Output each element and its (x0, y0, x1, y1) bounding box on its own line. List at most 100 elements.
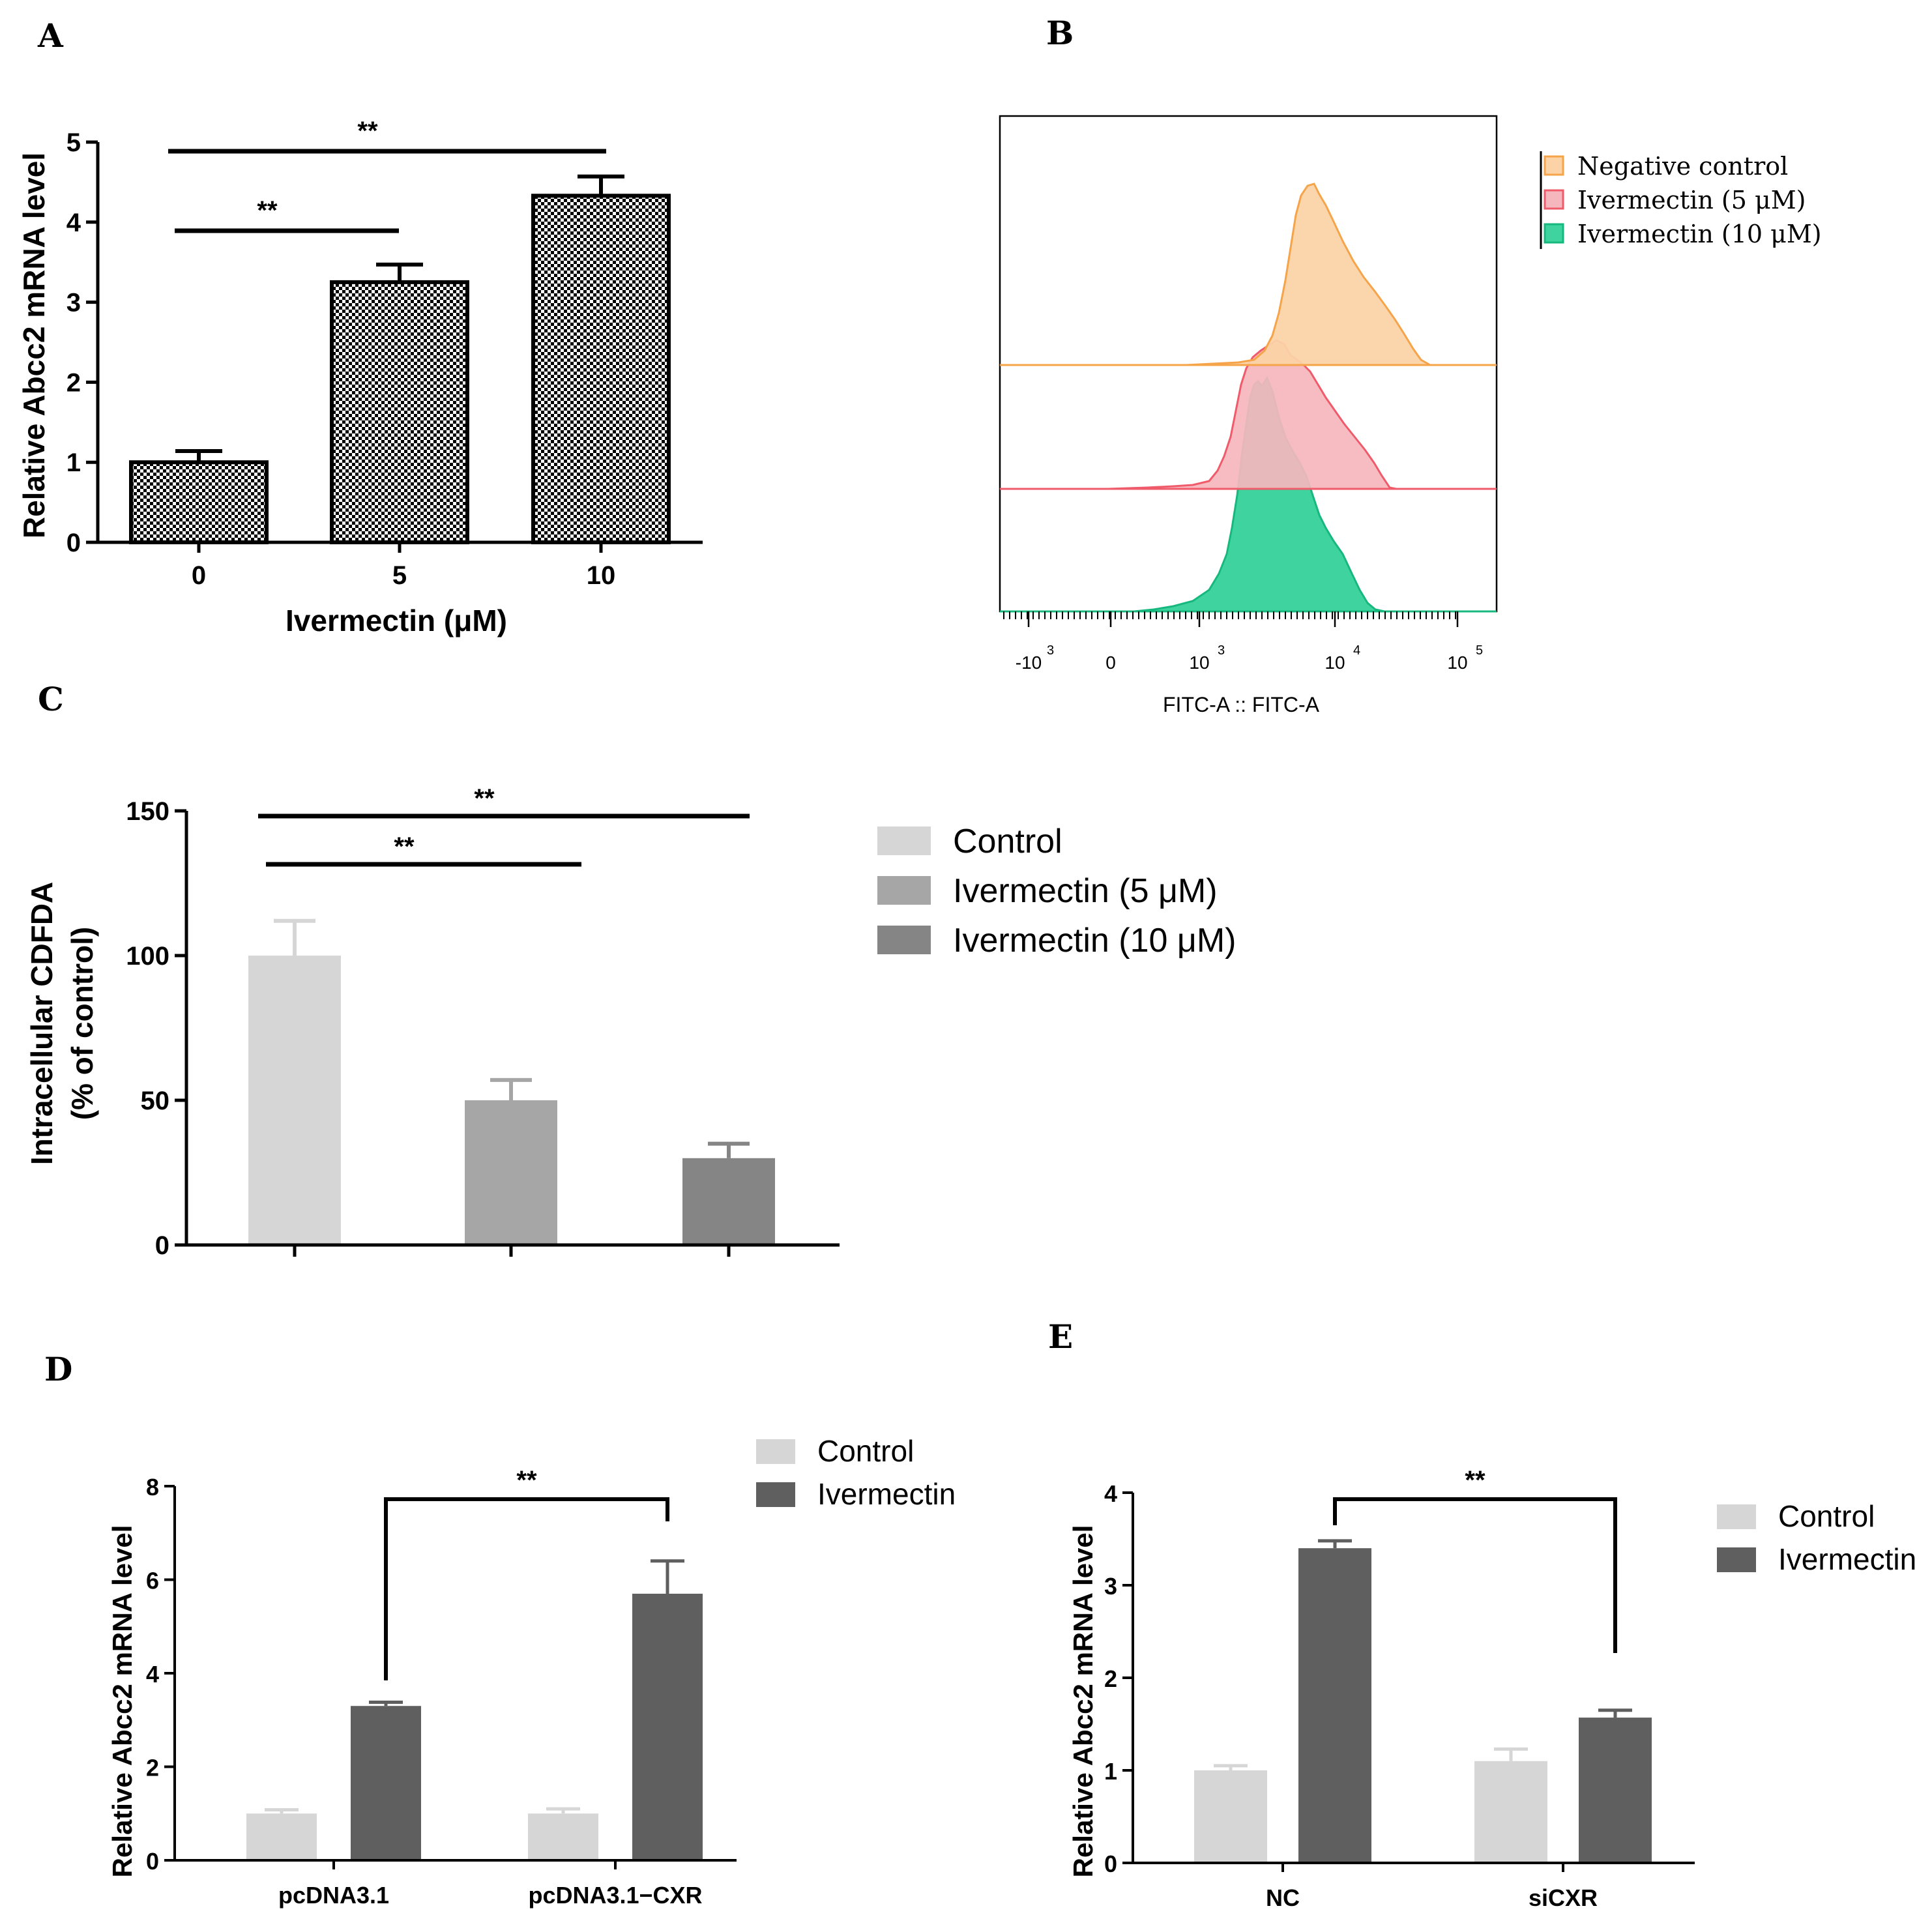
panel-label-c: C (38, 680, 64, 718)
x-tick-label-sicxr: siCXR (1529, 1884, 1598, 1911)
panel-b-minor-ticks (1003, 611, 1456, 619)
panel-d-ylabel: Relative Abcc2 mRNA level (107, 1525, 138, 1878)
panel-e-ylabel: Relative Abcc2 mRNA level (1068, 1525, 1098, 1878)
y-tick-label-2: 2 (66, 368, 81, 397)
significance-label: ** (257, 196, 278, 225)
panel-a-chart: 0 1 2 3 4 5 0 5 10 ** ** Relative Abcc2 mRNA lev… (17, 117, 703, 637)
bar-pcdna3-1-ivermectin (351, 1706, 421, 1860)
y-tick-label-6: 6 (146, 1568, 159, 1594)
bar-pcdna3-1-control (246, 1813, 317, 1860)
panel-label-a: A (37, 16, 64, 55)
y-tick-label-3: 3 (66, 289, 81, 317)
y-tick-label-100: 100 (126, 942, 169, 971)
panel-c-legend: Control Ivermectin (5 μM) Ivermectin (10 μ… (877, 823, 1236, 959)
legend-label-ivermectin-10-m: Ivermectin (10 μM) (953, 922, 1236, 959)
y-tick-label-0: 0 (146, 1848, 159, 1875)
bar-nc-control (1194, 1770, 1267, 1863)
panel-c-chart: 0 50 100 150 ** ** Intracellular CDFDA (% of… (25, 784, 1236, 1260)
x-tick-base-1: 0 (1105, 652, 1116, 673)
y-tick-label-4: 4 (66, 209, 81, 237)
panel-a-ylabel: Relative Abcc2 mRNA level (17, 153, 51, 538)
significance-label: ** (474, 784, 495, 813)
significance-label: ** (516, 1466, 537, 1495)
y-tick-label-3: 3 (1104, 1573, 1117, 1600)
x-tick-base-3: 10 (1325, 652, 1345, 673)
panel-d-chart: 0 2 4 6 8 pcDNA3.1 pcDNA3.1−CXR ** Relative A… (107, 1434, 956, 1909)
y-tick-label-50: 50 (141, 1087, 170, 1115)
panel-b-xlabel: FITC-A :: FITC-A (1163, 693, 1320, 716)
x-tick-exp-0: 3 (1047, 643, 1054, 658)
y-tick-label-4: 4 (146, 1661, 159, 1688)
panel-label-b: B (1046, 14, 1074, 52)
legend-swatch-control (877, 827, 931, 855)
legend-label-control: Control (817, 1434, 914, 1468)
histogram-negative-control (1000, 183, 1497, 366)
significance-bracket (384, 1497, 669, 1680)
panel-b-legend: Negative control Ivermectin (5 μM) Iverm… (1540, 151, 1822, 249)
legend-label-control: Control (953, 823, 1062, 860)
x-tick-label-pcdna3-1: pcDNA3.1 (278, 1882, 389, 1909)
significance-bracket (1333, 1497, 1617, 1653)
panel-b-flow-histogram: -10 30 10 310 410 5 FITC-A :: FITC-A Negative… (999, 115, 1822, 716)
legend-swatch-control (1717, 1504, 1756, 1529)
x-tick-label-10: 10 (587, 561, 616, 590)
legend-swatch-ivermectin-5um (1544, 189, 1564, 210)
panel-label-e: E (1048, 1317, 1073, 1356)
y-tick-label-1: 1 (1104, 1758, 1117, 1785)
significance-label: ** (357, 117, 378, 145)
bar-10 (531, 194, 671, 544)
legend-label-ivermectin-5um: Ivermectin (5 μM) (1577, 186, 1806, 214)
x-tick-label-pcdna3-1-cxr: pcDNA3.1−CXR (528, 1882, 702, 1909)
panel-c-ylabel-line2: (% of control) (65, 927, 99, 1120)
bar-sicxr-ivermectin (1579, 1718, 1652, 1863)
legend-swatch-control (756, 1439, 795, 1464)
bar-ivermectin-10-m (682, 1158, 775, 1245)
bar-control (248, 956, 341, 1245)
bar-ivermectin-5-m (465, 1100, 557, 1245)
bar-nc-ivermectin (1298, 1548, 1371, 1863)
x-tick-label-nc: NC (1266, 1884, 1300, 1911)
legend-swatch-ivermectin-10um (1544, 223, 1564, 244)
x-tick-exp-2: 3 (1218, 643, 1225, 658)
panel-e-legend: Control Ivermectin (1717, 1499, 1916, 1576)
y-tick-label-0: 0 (66, 529, 81, 557)
x-tick-label-0: 0 (192, 561, 206, 590)
panel-a-xlabel: Ivermectin (μM) (285, 604, 507, 637)
legend-label-ivermectin: Ivermectin (1778, 1542, 1916, 1576)
x-tick-base-0: -10 (1016, 652, 1042, 673)
y-tick-label-150: 150 (126, 797, 169, 826)
bar-5 (330, 280, 469, 544)
y-tick-label-5: 5 (66, 128, 81, 157)
legend-label-ivermectin: Ivermectin (817, 1477, 956, 1511)
significance-label: ** (1465, 1466, 1486, 1495)
legend-swatch-ivermectin (756, 1482, 795, 1507)
x-tick-exp-3: 4 (1353, 643, 1360, 658)
bar-0 (129, 460, 269, 545)
bar-sicxr-control (1474, 1761, 1547, 1863)
legend-swatch-ivermectin (1717, 1547, 1756, 1572)
y-tick-label-0: 0 (155, 1231, 169, 1260)
legend-swatch-ivermectin-5-m (877, 876, 931, 905)
panel-d-legend: Control Ivermectin (756, 1434, 956, 1511)
significance-label: ** (394, 832, 415, 861)
x-tick-base-2: 10 (1189, 652, 1209, 673)
legend-label-negative-control: Negative control (1577, 152, 1788, 181)
x-tick-exp-4: 5 (1476, 643, 1483, 658)
x-tick-label-5: 5 (392, 561, 407, 590)
y-tick-label-2: 2 (146, 1755, 159, 1781)
legend-swatch-negative-control (1544, 155, 1564, 176)
panel-e-chart: 0 1 2 3 4 NC siCXR ** Relative Abcc2 mRNA lev… (1068, 1466, 1916, 1911)
y-tick-label-4: 4 (1104, 1480, 1117, 1507)
bar-pcdna3-1-cxr-ivermectin (632, 1594, 703, 1860)
legend-swatch-ivermectin-10-m (877, 926, 931, 954)
bar-pcdna3-1-cxr-control (528, 1813, 598, 1860)
x-tick-base-4: 10 (1447, 652, 1467, 673)
y-tick-label-1: 1 (66, 448, 81, 477)
panel-label-d: D (44, 1350, 72, 1388)
legend-label-ivermectin-10um: Ivermectin (10 μM) (1577, 220, 1822, 248)
legend-label-ivermectin-5-m: Ivermectin (5 μM) (953, 872, 1218, 910)
panel-c-ylabel-line1: Intracellular CDFDA (25, 882, 59, 1165)
y-tick-label-8: 8 (146, 1474, 159, 1500)
y-tick-label-2: 2 (1104, 1665, 1117, 1692)
